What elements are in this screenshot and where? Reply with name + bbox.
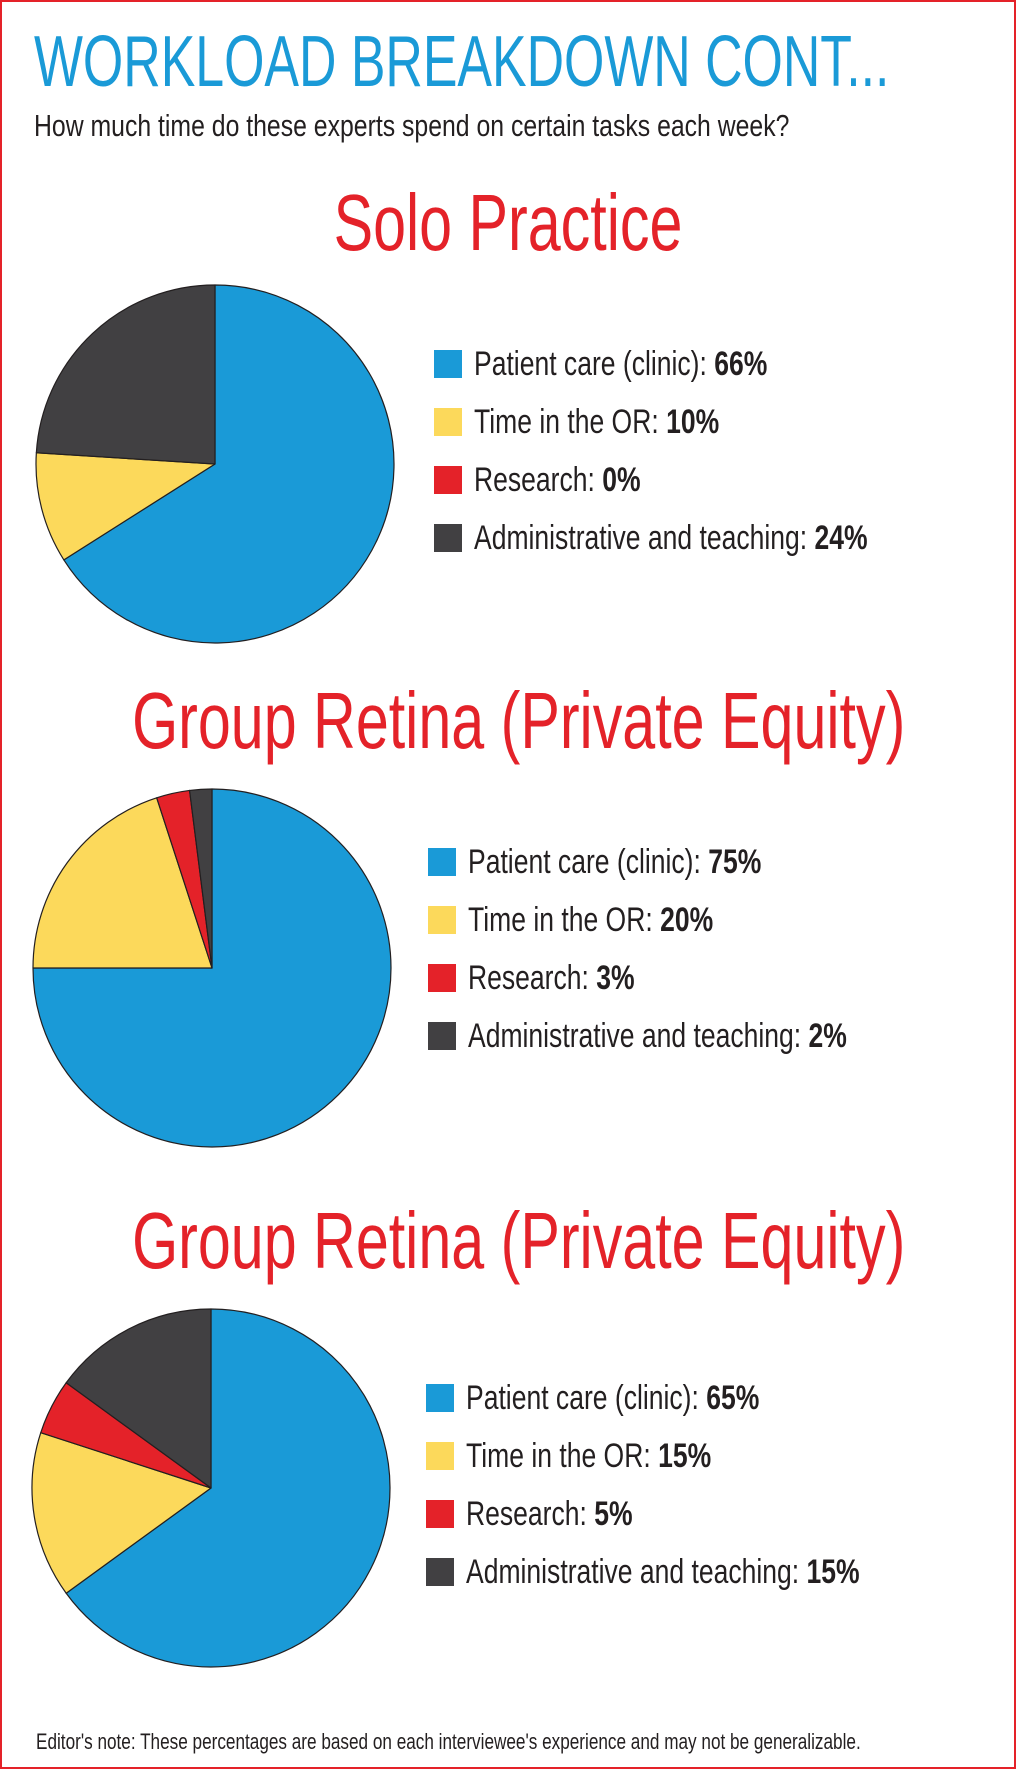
legend-label: Patient care (clinic): <box>474 345 707 383</box>
pie-slice-patient-care <box>63 284 395 644</box>
legend-value: 66% <box>714 345 768 383</box>
legend-swatch-or-time <box>434 408 462 436</box>
legend-value: 15% <box>658 1437 712 1475</box>
legend-label: Patient care (clinic): <box>466 1379 699 1417</box>
pie-slice-patient-care <box>32 788 392 1148</box>
legend-label: Research: <box>468 959 589 997</box>
pie-slice-or-time <box>32 797 213 969</box>
legend-swatch-or-time <box>426 1442 454 1470</box>
legend-value: 20% <box>660 901 714 939</box>
legend-swatch-or-time <box>428 906 456 934</box>
legend-label: Time in the OR: <box>466 1437 651 1475</box>
pie-slice-admin-teaching <box>188 788 213 969</box>
legend-value: 5% <box>594 1495 633 1533</box>
chart-title-solo-practice: Solo Practice <box>333 178 683 267</box>
editors-note: Editor's note: These percentages are bas… <box>36 1729 861 1754</box>
pie-slice-admin-teaching <box>65 1308 212 1489</box>
legend-value: 75% <box>708 843 762 881</box>
legend-value: 2% <box>808 1017 847 1055</box>
pie-slice-or-time <box>31 1432 212 1594</box>
legend-label: Time in the OR: <box>468 901 653 939</box>
legend-value: 24% <box>814 519 868 557</box>
pie-slice-or-time <box>35 452 216 561</box>
legend-swatch-patient-care <box>428 848 456 876</box>
legend-label: Research: <box>474 461 595 499</box>
legend-label: Research: <box>466 1495 587 1533</box>
pie-chart-group-retina-1 <box>32 788 392 1148</box>
page-title: WORKLOAD BREAKDOWN CONT... <box>34 22 890 102</box>
legend-swatch-research <box>434 466 462 494</box>
legend-label: Patient care (clinic): <box>468 843 701 881</box>
legend-value: 15% <box>806 1553 860 1591</box>
legend-label: Administrative and teaching: <box>468 1017 802 1055</box>
legend-label: Administrative and teaching: <box>474 519 808 557</box>
legend-swatch-patient-care <box>426 1384 454 1412</box>
chart-title-group-retina-1: Group Retina (Private Equity) <box>132 676 906 765</box>
legend-label: Administrative and teaching: <box>466 1553 800 1591</box>
legend-value: 10% <box>666 403 720 441</box>
legend-label: Time in the OR: <box>474 403 659 441</box>
legend-value: 65% <box>706 1379 760 1417</box>
pie-chart-solo-practice <box>35 284 395 644</box>
legend-swatch-research <box>428 964 456 992</box>
legend-swatch-patient-care <box>434 350 462 378</box>
legend-swatch-research <box>426 1500 454 1528</box>
legend-swatch-admin-teaching <box>428 1022 456 1050</box>
legend-value: 0% <box>602 461 641 499</box>
legend-swatch-admin-teaching <box>434 524 462 552</box>
page-subtitle: How much time do these experts spend on … <box>34 108 790 143</box>
pie-slice-patient-care <box>65 1308 391 1668</box>
legend-value: 3% <box>596 959 635 997</box>
chart-title-group-retina-2: Group Retina (Private Equity) <box>132 1196 906 1285</box>
legend-swatch-admin-teaching <box>426 1558 454 1586</box>
pie-chart-group-retina-2 <box>31 1308 391 1668</box>
pie-slice-admin-teaching <box>35 284 216 465</box>
